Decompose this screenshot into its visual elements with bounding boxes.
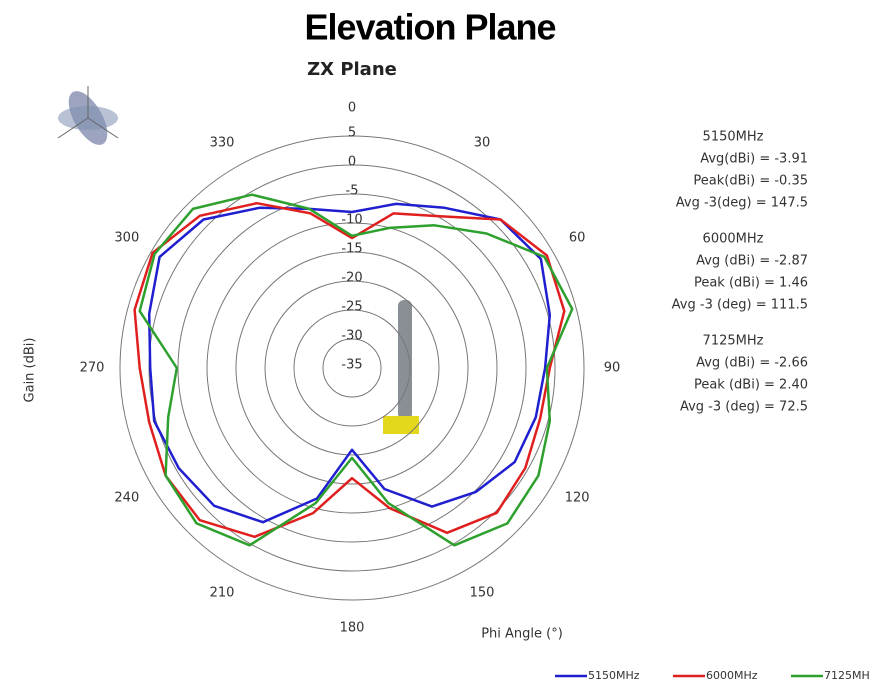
theta-tick-label: 120 [565,491,590,506]
legend-label: 5150MHz [588,669,640,682]
theta-tick-label: 0 [348,101,356,116]
annotation: Avg -3 (deg) = 72.5 [680,400,808,415]
theta-tick-label: 240 [114,491,139,506]
chart-title: Elevation Plane [304,7,555,48]
annotation: 6000MHz [703,232,764,247]
r-tick-label: -15 [341,242,362,257]
annotation: 5150MHz [703,130,764,145]
antenna-image [383,300,419,434]
theta-tick-label: 60 [569,231,586,246]
annotation: Peak(dBi) = -0.35 [693,174,808,189]
annotation: 7125MHz [703,334,764,349]
theta-tick-label: 150 [470,586,495,601]
r-axis-label: Gain (dBi) [23,338,38,403]
theta-tick-label: 330 [210,135,235,150]
chart-subtitle: ZX Plane [307,59,397,80]
grid-ring [293,309,411,427]
grid-ring [322,338,382,398]
series-line [133,201,566,539]
annotation: Avg (dBi) = -2.66 [696,356,808,371]
theta-tick-label: 210 [210,586,235,601]
annotation: Avg -3(deg) = 147.5 [676,196,808,211]
r-tick-label: 0 [348,155,356,170]
r-tick-label: -25 [341,300,362,315]
r-tick-label: -20 [341,271,362,286]
theta-tick-label: 30 [474,135,491,150]
legend-label: 7125MHz [824,669,870,682]
grid-ring [119,135,585,601]
theta-tick-label: 270 [80,361,105,376]
annotation: Avg (dBi) = -2.87 [696,254,808,269]
r-tick-label: -35 [341,358,362,373]
grid-ring [206,222,498,514]
theta-tick-label: 180 [340,621,365,636]
r-tick-label: -10 [341,213,362,228]
r-tick-label: 5 [348,126,356,141]
series-line [138,193,574,547]
annotation: Peak (dBi) = 1.46 [694,276,808,291]
theta-axis-label: Phi Angle (°) [481,627,563,642]
r-tick-label: -5 [346,184,359,199]
grid-ring [235,251,469,485]
theta-tick-label: 90 [604,361,621,376]
annotation: Avg -3 (deg) = 111.5 [672,298,808,313]
annotation: Peak (dBi) = 2.40 [694,378,808,393]
theta-tick-label: 300 [114,231,139,246]
r-tick-label: -30 [341,329,362,344]
axis-icon [57,86,119,145]
grid-ring [264,280,440,456]
legend-label: 6000MHz [706,669,758,682]
annotation: Avg(dBi) = -3.91 [700,152,808,167]
series-line [147,202,552,524]
